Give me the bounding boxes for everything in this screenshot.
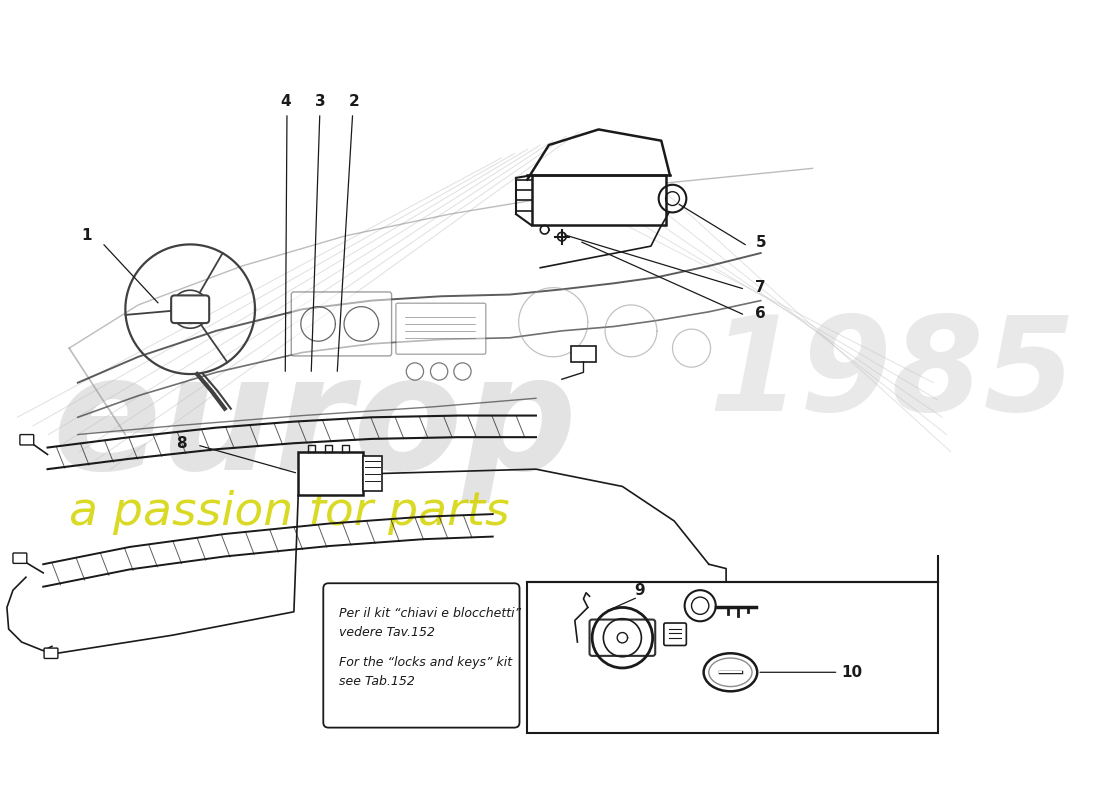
FancyBboxPatch shape [664, 623, 686, 646]
Text: Per il kit “chiavi e blocchetti”: Per il kit “chiavi e blocchetti” [339, 607, 521, 621]
FancyBboxPatch shape [13, 553, 26, 563]
FancyBboxPatch shape [20, 434, 34, 445]
FancyBboxPatch shape [571, 346, 596, 362]
Text: 6: 6 [756, 306, 766, 321]
Text: 3: 3 [315, 94, 326, 110]
FancyBboxPatch shape [44, 648, 58, 658]
FancyBboxPatch shape [590, 619, 656, 656]
Polygon shape [617, 633, 628, 643]
Text: 10: 10 [840, 665, 862, 680]
Text: 8: 8 [176, 436, 187, 450]
Ellipse shape [704, 654, 757, 691]
FancyBboxPatch shape [323, 583, 519, 728]
Text: For the “locks and keys” kit: For the “locks and keys” kit [339, 656, 512, 669]
Text: a passion for parts: a passion for parts [69, 490, 509, 535]
Text: vedere Tav.152: vedere Tav.152 [339, 626, 434, 639]
FancyBboxPatch shape [527, 582, 938, 733]
Text: 9: 9 [635, 582, 645, 598]
FancyBboxPatch shape [292, 292, 392, 356]
FancyBboxPatch shape [396, 303, 486, 354]
Text: 7: 7 [756, 280, 766, 295]
Text: 2: 2 [349, 94, 360, 110]
Text: europ: europ [52, 349, 576, 503]
FancyBboxPatch shape [172, 295, 209, 323]
Text: 1: 1 [81, 228, 91, 243]
Text: 5: 5 [756, 235, 766, 250]
Text: see Tab.152: see Tab.152 [339, 675, 415, 688]
FancyBboxPatch shape [363, 456, 382, 490]
Text: 4: 4 [279, 94, 290, 110]
Ellipse shape [708, 658, 752, 686]
FancyBboxPatch shape [531, 175, 666, 226]
FancyBboxPatch shape [298, 452, 363, 495]
Text: 1985: 1985 [708, 310, 1076, 438]
